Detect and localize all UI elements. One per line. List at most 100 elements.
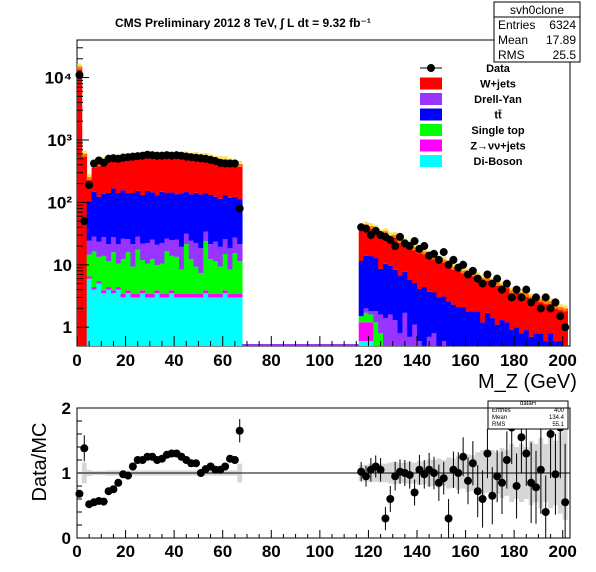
data-point-75 bbox=[556, 312, 565, 321]
ratio-point-52 bbox=[444, 514, 453, 523]
stack-bar-low-23 bbox=[188, 258, 194, 295]
stack-bar-high-13 bbox=[421, 287, 428, 346]
ratio-point-51 bbox=[439, 474, 448, 483]
stack-unc-low-1 bbox=[81, 150, 87, 157]
stats-box-title: dataH bbox=[520, 401, 536, 407]
stack-bar-low-32 bbox=[232, 237, 238, 254]
stack-bar-high-14 bbox=[426, 256, 432, 292]
stack-bar-low-28 bbox=[213, 294, 219, 298]
legend-swatch-5 bbox=[420, 139, 442, 152]
stack-bar-low-14 bbox=[145, 154, 151, 191]
stack-bar-high-11 bbox=[412, 324, 418, 346]
ratio-x-tick-label-3: 60 bbox=[213, 542, 232, 561]
stack-bar-low-5 bbox=[101, 255, 107, 291]
data-point-71 bbox=[536, 304, 545, 313]
stack-bar-low-14 bbox=[145, 242, 151, 264]
stack-bar-low-18 bbox=[164, 154, 170, 194]
stats-key-1: Mean bbox=[492, 415, 507, 421]
x-tick-label-10: 200 bbox=[549, 351, 577, 370]
stack-bar-high-9 bbox=[402, 312, 408, 346]
stack-bar-low-16 bbox=[154, 293, 160, 346]
stack-bar-high-20 bbox=[455, 307, 462, 346]
stack-bar-high-38 bbox=[543, 301, 549, 342]
stack-bar-high-2 bbox=[368, 341, 374, 346]
stack-bar-low-23 bbox=[188, 294, 194, 298]
data-point-44 bbox=[405, 242, 414, 251]
stack-bar-low-20 bbox=[174, 294, 180, 298]
stack-bar-low-30 bbox=[222, 290, 228, 294]
stack-bar-high-16 bbox=[436, 297, 442, 346]
stack-bar-low-15 bbox=[149, 192, 156, 240]
stack-bar-low-19 bbox=[169, 154, 175, 193]
ratio-stats-box: dataH Entries 400 Mean 134.4 RMS 55.1 bbox=[487, 400, 569, 430]
stack-bar-high-1 bbox=[363, 308, 369, 313]
stack-unc-low-0 bbox=[77, 63, 82, 70]
stats-key-2: RMS bbox=[492, 422, 505, 428]
stack-bar-low-24 bbox=[193, 294, 199, 298]
stack-unc-high-39 bbox=[548, 298, 553, 305]
stats-key-0: Entries bbox=[492, 408, 511, 414]
stack-bar-high-27 bbox=[489, 318, 496, 346]
stack-bar-low-9 bbox=[120, 190, 126, 239]
stack-bar-high-41 bbox=[557, 341, 564, 346]
stack-bar-low-30 bbox=[222, 195, 228, 240]
stack-bar-high-17 bbox=[441, 341, 447, 346]
stack-bar-low-13 bbox=[140, 290, 146, 294]
data-point-63 bbox=[498, 285, 506, 294]
stack-bar-low-18 bbox=[164, 294, 170, 298]
ratio-point-74 bbox=[551, 470, 560, 479]
stack-bar-low-32 bbox=[232, 196, 238, 238]
stack-bar-high-12 bbox=[417, 250, 423, 289]
legend-swatch-4 bbox=[420, 124, 442, 136]
stack-bar-low-0 bbox=[77, 66, 83, 347]
y-axis-label-ratio: Data/MC bbox=[29, 423, 51, 502]
ratio-y-tick-label-2: 2 bbox=[62, 399, 71, 418]
stack-bar-high-23 bbox=[470, 311, 476, 346]
stack-bar-low-9 bbox=[120, 238, 126, 259]
stack-bar-low-6 bbox=[106, 159, 112, 194]
stack-bar-low-32 bbox=[232, 162, 238, 197]
stack-bar-low-19 bbox=[169, 192, 175, 241]
data-point-32 bbox=[230, 159, 239, 168]
ratio-point-7 bbox=[109, 485, 118, 494]
x-tick-label-3: 60 bbox=[213, 351, 232, 370]
stack-bar-high-7 bbox=[392, 320, 398, 346]
stack-bar-low-7 bbox=[111, 293, 117, 346]
stack-bar-low-12 bbox=[135, 249, 141, 295]
ratio-point-61 bbox=[488, 491, 497, 500]
stack-unc-high-6 bbox=[387, 232, 393, 239]
stack-bar-low-21 bbox=[179, 246, 185, 270]
ratio-point-58 bbox=[473, 487, 482, 496]
stack-bar-low-25 bbox=[198, 248, 204, 273]
stack-bar-high-10 bbox=[407, 336, 413, 346]
ratio-x-tick-label-7: 140 bbox=[403, 542, 431, 561]
stack-bar-low-14 bbox=[145, 297, 151, 346]
y-tick-label-4: 10⁴ bbox=[45, 69, 72, 88]
stack-bar-low-8 bbox=[115, 244, 122, 264]
stack-unc-low-33 bbox=[237, 161, 243, 168]
stack-bar-high-1 bbox=[363, 224, 369, 256]
data-point-51 bbox=[439, 248, 448, 257]
stack-bar-low-12 bbox=[135, 190, 141, 237]
stack-bar-low-26 bbox=[203, 156, 209, 194]
stack-unc-high-5 bbox=[383, 228, 388, 235]
stack-bar-low-15 bbox=[149, 239, 156, 259]
stack-bar-high-33 bbox=[519, 333, 525, 346]
stack-bar-low-22 bbox=[183, 294, 190, 298]
stack-bar-low-5 bbox=[101, 293, 107, 346]
stack-bar-high-2 bbox=[368, 322, 374, 342]
data-point-61 bbox=[488, 279, 497, 288]
stack-bar-low-23 bbox=[188, 240, 194, 259]
stack-bar-low-18 bbox=[164, 251, 170, 295]
ratio-point-57 bbox=[468, 459, 477, 468]
y-tick-label-1: 10 bbox=[53, 256, 72, 275]
stack-bar-low-4 bbox=[96, 196, 102, 242]
stack-bar-high-2 bbox=[368, 256, 374, 312]
ratio-point-40 bbox=[386, 495, 395, 503]
stack-bar-high-10 bbox=[407, 280, 413, 337]
stack-bar-low-32 bbox=[232, 297, 238, 346]
stack-bar-low-13 bbox=[140, 293, 146, 346]
stack-bar-low-3 bbox=[91, 289, 97, 346]
stack-bar-high-19 bbox=[451, 266, 457, 305]
